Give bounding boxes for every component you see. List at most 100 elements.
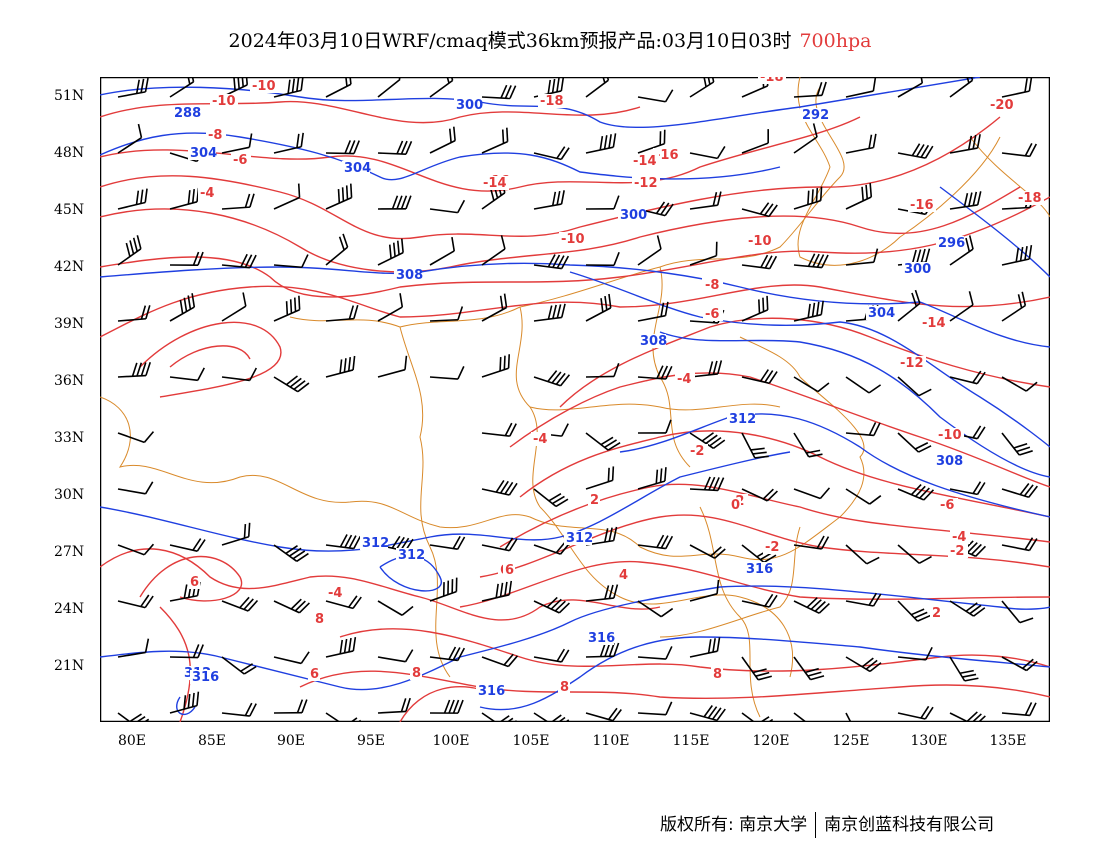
copyright-owner: 版权所有: 南京大学 [660,815,808,835]
wind-barb [481,84,517,100]
wind-barb [377,140,413,155]
wind-barb [585,363,620,378]
wind-barb [689,544,726,559]
wind-barb [897,600,931,622]
temperature-label: -10 [252,79,276,94]
wind-barb [949,481,986,496]
lon-label: 100E [432,733,470,749]
wind-barb [637,419,672,434]
temperature-label-bg [938,498,958,512]
lon-label: 130E [910,733,948,749]
wind-barb [741,593,778,608]
height-label-bg [800,108,828,122]
wind-barb [845,488,882,505]
temperature-label-bg [198,186,218,200]
height-label: 308 [640,334,667,349]
temperature-label-bg [308,667,320,681]
wind-barb [1001,702,1037,717]
wind-barb [273,76,304,98]
wind-barb [1001,432,1033,456]
height-label-bg [936,236,964,250]
wind-barb [845,592,882,607]
lat-label: 42N [54,259,85,275]
lon-label: 115E [672,733,710,749]
wind-barb [273,598,310,614]
wind-barb [689,432,726,450]
wind-barb [793,432,823,458]
temperature-label: -18 [1018,191,1042,206]
wind-barb [325,233,349,266]
wind-barb [793,81,827,98]
wind-barb [221,133,253,154]
wind-barb [741,432,769,459]
wind-barb [1001,77,1033,98]
wind-barb [377,600,414,616]
height-label: 300 [456,98,483,113]
height-labels: 2883043043002923003082963003043083123083… [172,98,965,699]
wind-barb [897,705,934,720]
wind-barb [429,126,456,154]
wind-barb [429,237,456,266]
wind-barb [845,376,882,394]
wind-barb [637,600,674,618]
wind-barb [221,656,257,675]
wind-barb [533,303,566,322]
wind-barb [481,479,518,496]
wind-barb [117,481,154,495]
height-label-bg [190,670,218,684]
temperature-label: 6 [310,667,319,682]
temperature-label-bg [538,94,566,108]
wind-barb [221,193,255,210]
height-label-bg [638,334,666,348]
lon-label: 110E [592,733,630,749]
wind-barb [793,535,830,550]
temperature-label-bg [930,606,942,620]
wind-barb [949,191,982,210]
wind-barb [221,253,257,269]
height-label-bg [360,536,388,550]
temperature-label-bg [588,493,600,507]
height-label: 316 [478,684,505,699]
lat-label: 30N [54,487,85,503]
wind-barb [741,129,769,154]
wind-barb [741,369,778,385]
wind-barb [273,183,301,210]
wind-barb [221,292,247,322]
height-label-bg [172,106,200,120]
temperature-label-bg [313,612,325,626]
wind-barb [377,195,412,210]
wind-barb [117,188,148,210]
temperature-label: -10 [212,94,236,109]
temperature-label-bg [936,428,964,442]
wind-barb [689,241,718,266]
wind-barb [949,235,974,266]
wind-barb [169,538,206,552]
footer-divider [815,812,817,838]
wind-barb [117,638,150,658]
wind-barb [481,235,506,266]
wind-barb [637,467,667,490]
wind-barb [429,199,466,214]
temperature-label: -10 [748,234,772,249]
temperature-contours [99,100,1051,723]
wind-barb [325,534,362,550]
wind-barb [481,580,513,602]
wind-barb [533,596,570,614]
wind-barb [533,146,570,161]
lat-label: 24N [54,601,85,617]
temperature-label-bg [410,666,422,680]
height-label-bg [564,531,592,545]
temperature-label: -4 [328,586,342,601]
temperature-label: -6 [233,153,247,168]
height-label: 308 [396,268,423,283]
wind-barb [117,431,155,444]
wind-barb [1001,143,1038,158]
lat-label: 36N [54,373,85,389]
wind-barb [897,289,921,322]
wind-barbs [117,65,1038,739]
wind-barb [585,195,620,210]
wind-barb [689,637,721,658]
temperature-label-bg [711,667,723,681]
wind-barb [1001,376,1038,392]
wind-barb [273,544,309,562]
